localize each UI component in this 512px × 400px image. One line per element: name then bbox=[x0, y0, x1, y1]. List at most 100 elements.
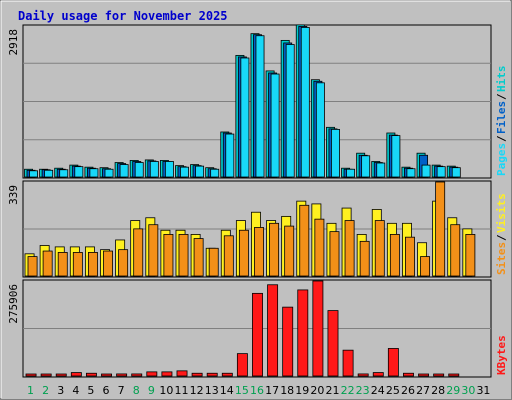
bar-sites bbox=[193, 238, 204, 277]
bar-sites bbox=[359, 240, 370, 277]
bar-pages bbox=[451, 167, 461, 178]
day-label: 31 bbox=[476, 384, 490, 397]
legend-separator: / bbox=[495, 234, 508, 241]
panel-max-label: 339 bbox=[7, 185, 20, 205]
bar-kbytes bbox=[85, 372, 97, 377]
legend-pages: Pages bbox=[495, 143, 508, 176]
day-label: 12 bbox=[190, 384, 204, 397]
bar-kbytes bbox=[372, 372, 384, 377]
bar-pages bbox=[391, 135, 401, 178]
bar-sites bbox=[314, 218, 325, 277]
day-label: 26 bbox=[401, 384, 415, 397]
legend-separator: / bbox=[495, 93, 508, 100]
legend-kbytes: KBytes bbox=[495, 335, 508, 375]
day-label: 29 bbox=[446, 384, 460, 397]
day-label: 27 bbox=[416, 384, 430, 397]
bar-sites bbox=[299, 204, 310, 277]
day-label: 24 bbox=[371, 384, 385, 397]
bar-pages bbox=[44, 169, 54, 178]
day-label: 3 bbox=[57, 384, 64, 397]
bar-kbytes bbox=[221, 372, 233, 377]
bar-pages bbox=[104, 168, 114, 178]
bar-kbytes bbox=[403, 372, 414, 377]
bar-pages bbox=[331, 128, 340, 178]
day-label: 4 bbox=[72, 384, 79, 397]
bar-kbytes bbox=[357, 373, 369, 377]
bar-sites bbox=[133, 228, 144, 277]
day-label: 17 bbox=[265, 384, 279, 397]
day-label: 13 bbox=[205, 384, 219, 397]
bar-pages bbox=[59, 169, 69, 178]
day-label: 8 bbox=[133, 384, 140, 397]
bar-kbytes bbox=[70, 372, 82, 377]
bar-sites bbox=[103, 250, 113, 277]
day-label: 11 bbox=[175, 384, 189, 397]
day-label: 16 bbox=[250, 384, 264, 397]
bar-pages bbox=[225, 133, 235, 178]
bar-pages bbox=[210, 168, 220, 178]
bar-kbytes bbox=[55, 373, 67, 377]
bar-kbytes bbox=[282, 306, 294, 377]
bar-kbytes bbox=[448, 373, 460, 377]
bar-pages bbox=[240, 57, 250, 178]
bar-kbytes bbox=[342, 349, 354, 377]
day-label: 15 bbox=[235, 384, 249, 397]
bar-sites bbox=[223, 235, 234, 277]
day-label: 19 bbox=[295, 384, 309, 397]
bar-sites bbox=[374, 220, 385, 277]
bar-kbytes bbox=[131, 373, 143, 377]
day-label: 5 bbox=[87, 384, 94, 397]
bar-sites bbox=[118, 249, 129, 277]
bar-sites bbox=[163, 234, 174, 277]
bar-kbytes bbox=[101, 373, 112, 377]
bar-sites bbox=[465, 234, 476, 277]
bar-kbytes bbox=[236, 353, 248, 377]
day-label: 21 bbox=[325, 384, 339, 397]
day-label: 30 bbox=[461, 384, 475, 397]
legend-separator: / bbox=[495, 135, 508, 142]
legend-visits: Visits bbox=[495, 193, 508, 233]
bar-sites bbox=[178, 234, 189, 277]
bar-pages bbox=[376, 162, 386, 178]
bar-sites bbox=[148, 224, 159, 277]
bar-sites bbox=[57, 252, 68, 277]
day-label: 7 bbox=[118, 384, 125, 397]
bar-sites bbox=[344, 220, 355, 277]
bar-sites bbox=[72, 252, 83, 277]
bar-pages bbox=[346, 168, 356, 178]
bar-kbytes bbox=[161, 371, 173, 377]
day-label: 1 bbox=[27, 384, 34, 397]
bar-kbytes bbox=[433, 373, 445, 377]
bar-sites bbox=[208, 247, 219, 277]
bar-kbytes bbox=[267, 284, 279, 377]
bar-kbytes bbox=[418, 373, 430, 377]
bar-sites bbox=[284, 225, 295, 277]
day-label: 14 bbox=[220, 384, 234, 397]
day-label: 28 bbox=[431, 384, 445, 397]
day-label: 2 bbox=[42, 384, 49, 397]
bar-sites bbox=[238, 229, 249, 277]
bar-sites bbox=[435, 181, 446, 277]
bar-pages bbox=[119, 164, 129, 178]
bar-sites bbox=[329, 231, 340, 277]
day-label: 18 bbox=[280, 384, 294, 397]
panel-max-label: 275906 bbox=[7, 284, 20, 324]
bar-sites bbox=[27, 256, 38, 277]
bar-pages bbox=[361, 155, 371, 178]
bar-sites bbox=[87, 252, 98, 277]
bar-pages bbox=[255, 35, 265, 178]
bar-kbytes bbox=[25, 373, 37, 377]
bar-pages bbox=[29, 170, 38, 178]
bar-kbytes bbox=[40, 373, 52, 377]
day-label: 23 bbox=[356, 384, 370, 397]
day-label: 10 bbox=[159, 384, 173, 397]
bar-sites bbox=[42, 250, 53, 277]
bar-pages bbox=[134, 162, 144, 178]
bar-pages bbox=[270, 73, 280, 178]
bar-pages bbox=[436, 166, 446, 178]
bar-kbytes bbox=[387, 348, 399, 377]
bar-sites bbox=[420, 256, 431, 277]
bar-kbytes bbox=[206, 372, 218, 377]
bar-sites bbox=[269, 222, 280, 277]
